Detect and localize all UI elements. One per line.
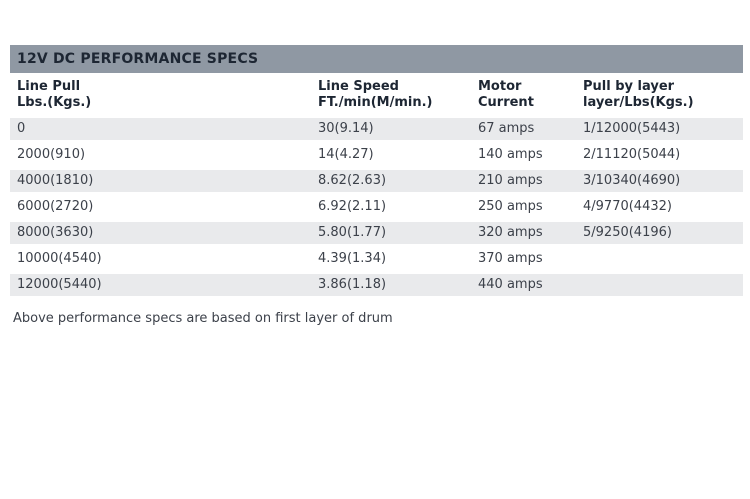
performance-table: Line Pull Lbs.(Kgs.) Line Speed FT./min(… (10, 73, 743, 300)
cell-pull-by-layer: 5/9250(4196) (583, 222, 743, 248)
cell-line-speed: 14(4.27) (318, 144, 478, 170)
cell-line-speed: 8.62(2.63) (318, 170, 478, 196)
column-header-line2: layer/Lbs(Kgs.) (583, 95, 694, 110)
cell-motor-current: 67 amps (478, 118, 583, 144)
cell-motor-current: 210 amps (478, 170, 583, 196)
cell-motor-current: 370 amps (478, 248, 583, 274)
table-row: 2000(910) 14(4.27) 140 amps 2/11120(5044… (10, 144, 743, 170)
cell-line-pull: 8000(3630) (10, 222, 318, 248)
table-title-bar: 12V DC PERFORMANCE SPECS (10, 45, 743, 73)
cell-line-pull: 6000(2720) (10, 196, 318, 222)
cell-pull-by-layer (583, 248, 743, 274)
cell-pull-by-layer: 3/10340(4690) (583, 170, 743, 196)
column-header-line-speed: Line Speed FT./min(M/min.) (318, 73, 478, 118)
table-header-row: Line Pull Lbs.(Kgs.) Line Speed FT./min(… (10, 73, 743, 118)
cell-motor-current: 140 amps (478, 144, 583, 170)
cell-motor-current: 320 amps (478, 222, 583, 248)
table-row: 0 30(9.14) 67 amps 1/12000(5443) (10, 118, 743, 144)
performance-specs-section: 12V DC PERFORMANCE SPECS Line Pull Lbs.(… (10, 45, 743, 326)
cell-line-pull: 4000(1810) (10, 170, 318, 196)
column-header-line1: Line Speed (318, 79, 399, 94)
cell-line-pull: 2000(910) (10, 144, 318, 170)
cell-line-speed: 3.86(1.18) (318, 274, 478, 300)
cell-line-pull: 10000(4540) (10, 248, 318, 274)
column-header-motor-current: Motor Current (478, 73, 583, 118)
column-header-line1: Motor (478, 79, 522, 94)
table-row: 8000(3630) 5.80(1.77) 320 amps 5/9250(41… (10, 222, 743, 248)
footnote: Above performance specs are based on fir… (13, 311, 393, 326)
cell-pull-by-layer (583, 274, 743, 300)
column-header-line2: Current (478, 95, 534, 110)
cell-line-pull: 12000(5440) (10, 274, 318, 300)
cell-pull-by-layer: 4/9770(4432) (583, 196, 743, 222)
cell-motor-current: 440 amps (478, 274, 583, 300)
cell-motor-current: 250 amps (478, 196, 583, 222)
table-title: 12V DC PERFORMANCE SPECS (17, 51, 259, 67)
table-row: 12000(5440) 3.86(1.18) 440 amps (10, 274, 743, 300)
cell-line-speed: 6.92(2.11) (318, 196, 478, 222)
cell-line-speed: 30(9.14) (318, 118, 478, 144)
column-header-line1: Pull by layer (583, 79, 675, 94)
cell-pull-by-layer: 2/11120(5044) (583, 144, 743, 170)
table-row: 10000(4540) 4.39(1.34) 370 amps (10, 248, 743, 274)
column-header-line2: FT./min(M/min.) (318, 95, 433, 110)
column-header-line2: Lbs.(Kgs.) (17, 95, 92, 110)
cell-line-speed: 4.39(1.34) (318, 248, 478, 274)
cell-line-pull: 0 (10, 118, 318, 144)
column-header-pull-by-layer: Pull by layer layer/Lbs(Kgs.) (583, 73, 743, 118)
cell-pull-by-layer: 1/12000(5443) (583, 118, 743, 144)
table-row: 6000(2720) 6.92(2.11) 250 amps 4/9770(44… (10, 196, 743, 222)
cell-line-speed: 5.80(1.77) (318, 222, 478, 248)
column-header-line-pull: Line Pull Lbs.(Kgs.) (10, 73, 318, 118)
table-row: 4000(1810) 8.62(2.63) 210 amps 3/10340(4… (10, 170, 743, 196)
column-header-line1: Line Pull (17, 79, 81, 94)
